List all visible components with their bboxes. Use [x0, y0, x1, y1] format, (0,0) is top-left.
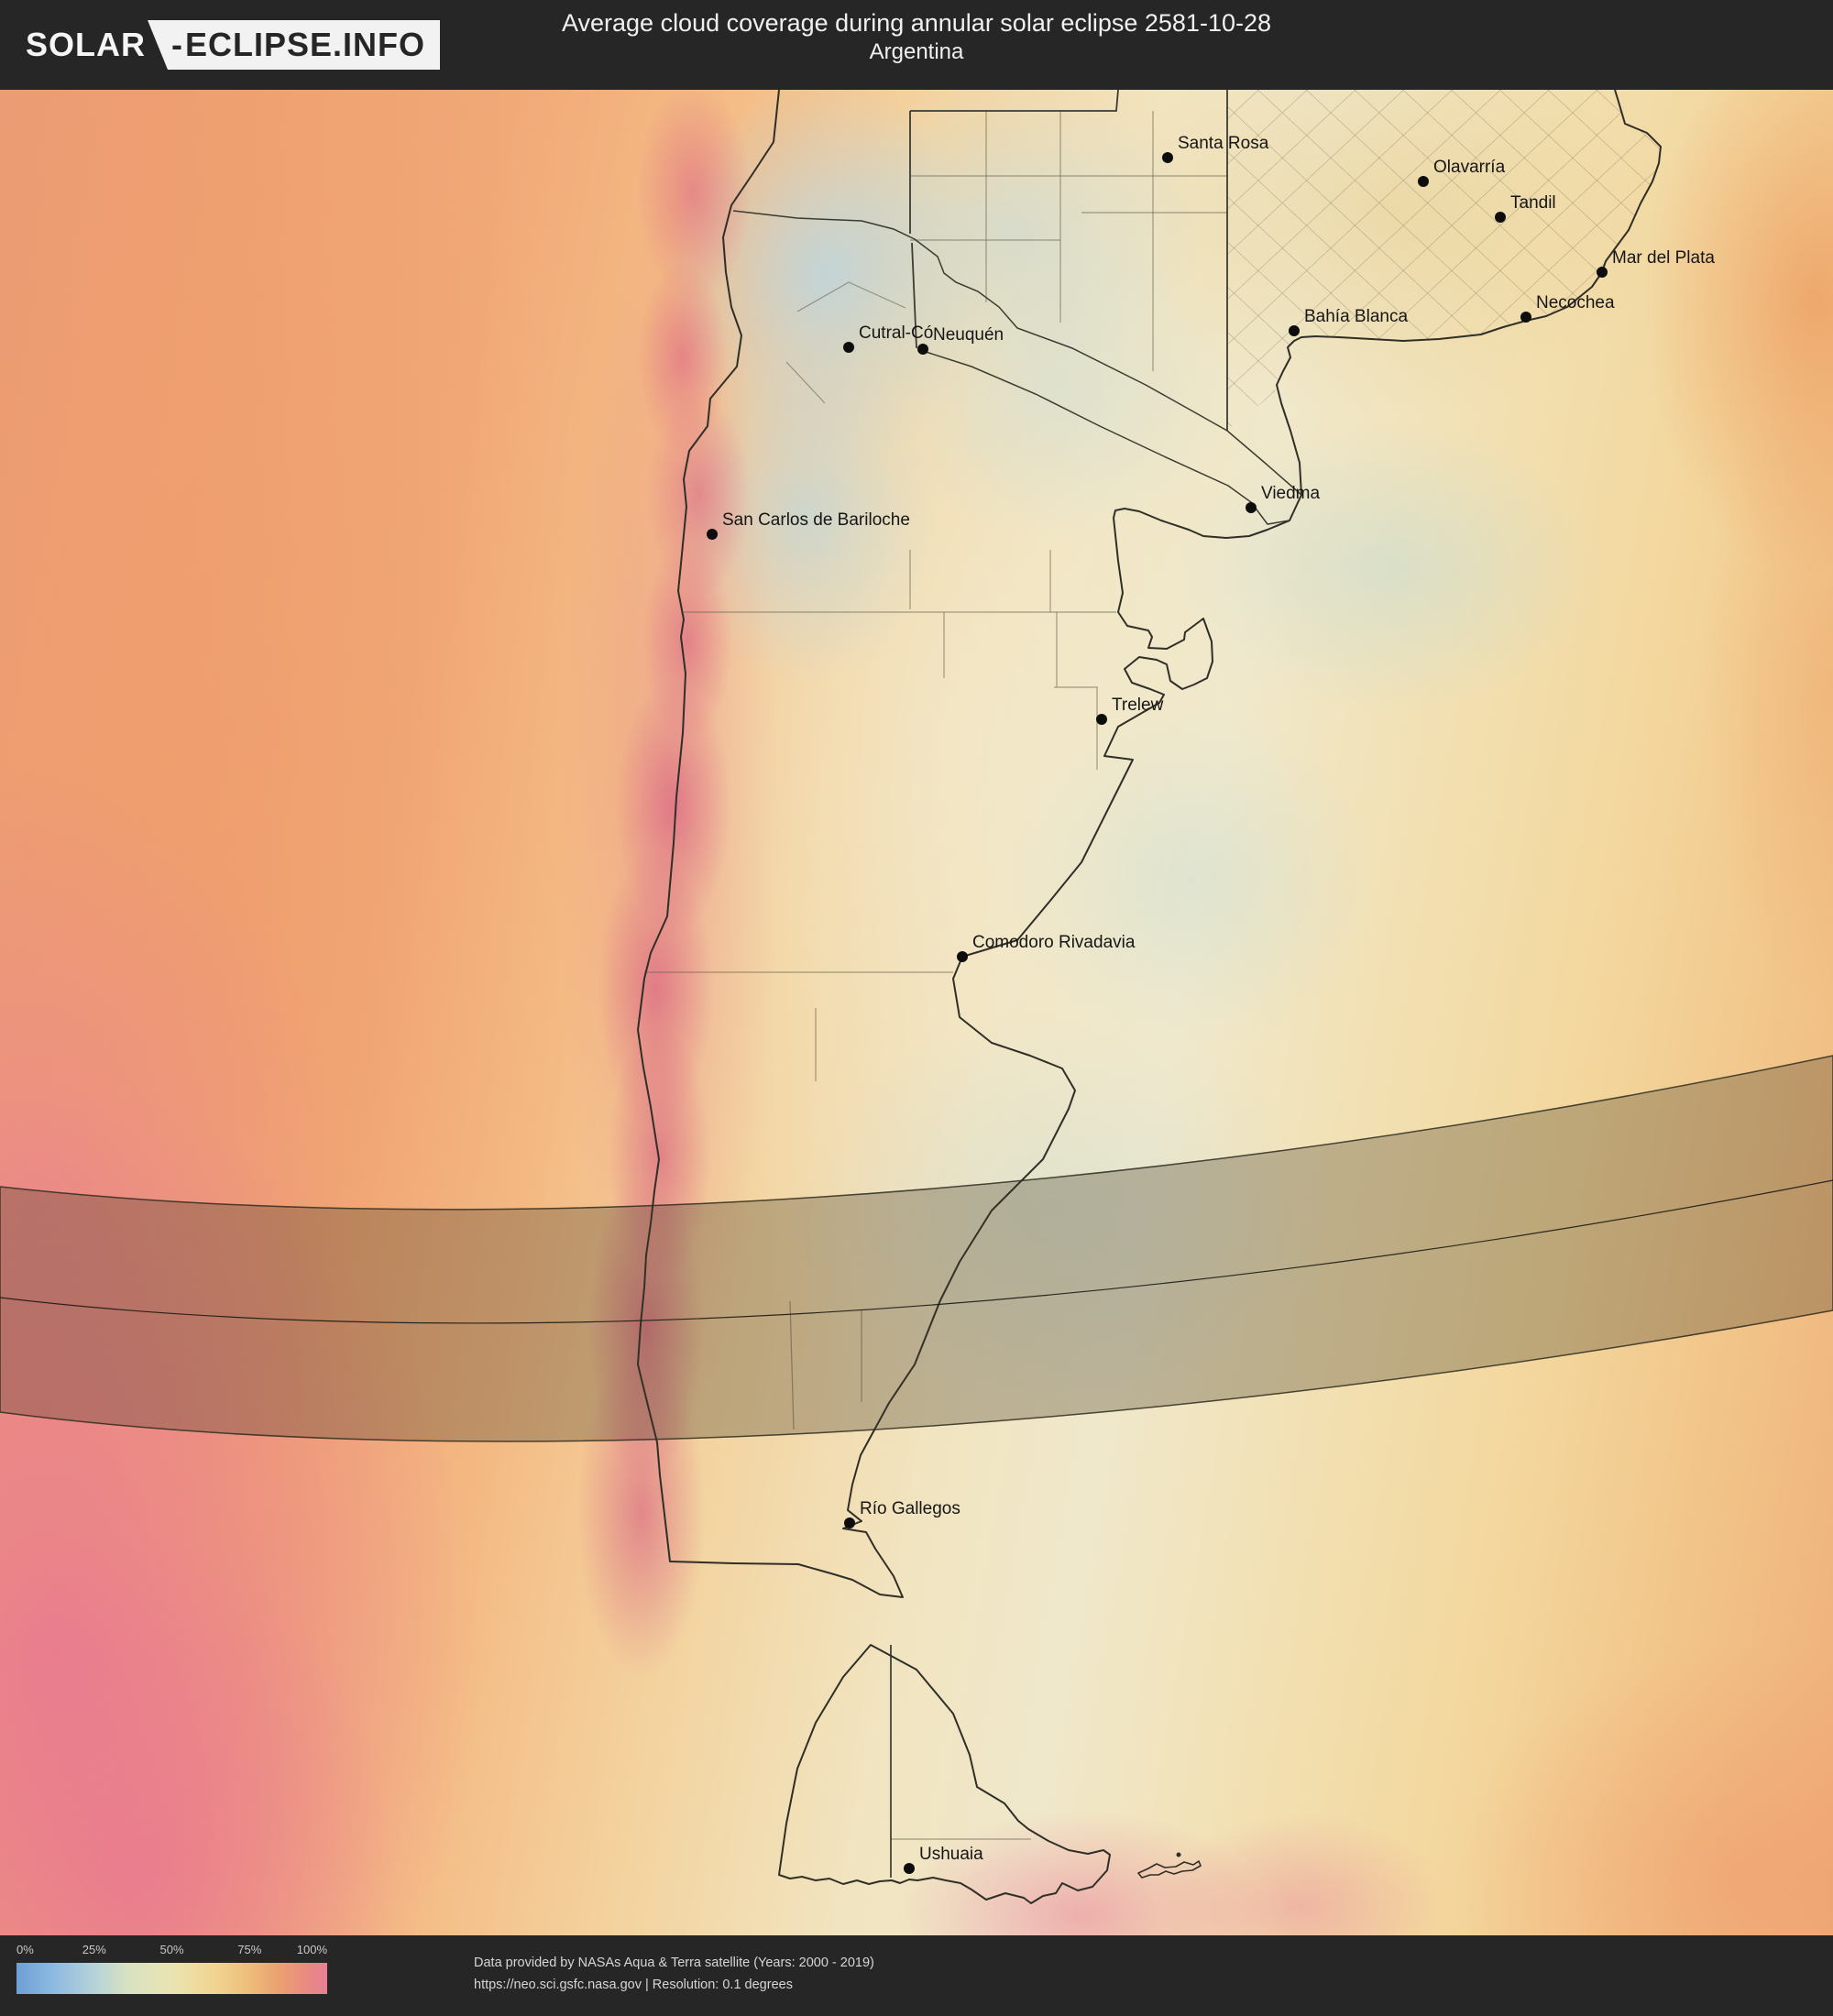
credit-line-1: Data provided by NASAs Aqua & Terra sate… [474, 1956, 874, 1970]
credit-line-2: https://neo.sci.gsfc.nasa.gov | Resoluti… [474, 1978, 793, 1992]
logo-text-eclipse-info: ECLIPSE.INFO [185, 26, 426, 63]
provincial-frame [909, 90, 1228, 431]
page-title: Average cloud coverage during annular so… [561, 9, 1271, 37]
river-lines [732, 210, 1302, 525]
legend-tick: 0% [16, 1943, 34, 1956]
logo-hyphen: - [171, 26, 183, 63]
eclipse-center-line [0, 1179, 1833, 1324]
map-overlay [0, 90, 1833, 1904]
legend-tick-labels: 0% 25% 50% 75% 100% [0, 1943, 1833, 1959]
legend-tick: 100% [296, 1943, 327, 1956]
site-logo[interactable]: SOLAR - ECLIPSE.INFO [26, 20, 441, 70]
legend-tick: 50% [159, 1943, 184, 1956]
logo-text-solar: SOLAR [26, 26, 146, 63]
titles: Average cloud coverage during annular so… [0, 7, 1833, 66]
footer: 0% 25% 50% 75% 100% Data provided by NASAs A… [0, 1935, 1833, 2016]
logo-box: - ECLIPSE.INFO [148, 20, 441, 70]
data-credits: Data provided by NASAs Aqua & Terra sate… [474, 1952, 874, 1996]
legend-color-scale [16, 1963, 327, 1994]
legend-tick: 25% [82, 1943, 106, 1956]
legend-tick: 75% [237, 1943, 262, 1956]
eclipse-path-band [0, 1055, 1833, 1442]
header: SOLAR - ECLIPSE.INFO Average cloud covera… [0, 0, 1833, 90]
country-border [637, 90, 1662, 1598]
district-grid [1227, 90, 1661, 431]
tierra-del-fuego [778, 1644, 1202, 1904]
page-subtitle: Argentina [869, 39, 964, 64]
province-borders [644, 111, 1227, 1840]
map-canvas [0, 90, 1833, 1935]
